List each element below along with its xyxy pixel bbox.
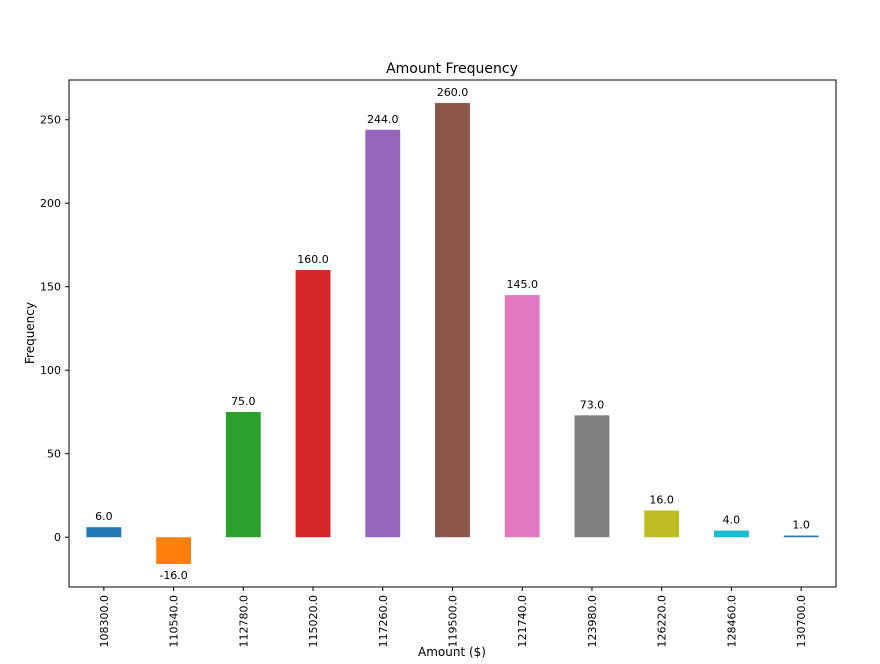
- plot-frame: [68, 79, 837, 588]
- y-tick-label: 100: [40, 364, 61, 377]
- x-tick-label: 123980.0: [586, 595, 599, 648]
- data-label: 260.0: [437, 86, 469, 99]
- y-tick-label: 150: [40, 281, 61, 294]
- data-label: 145.0: [506, 278, 538, 291]
- y-tick-label: 250: [40, 114, 61, 127]
- data-label: 73.0: [580, 398, 605, 411]
- bar: [156, 537, 192, 564]
- bar: [644, 510, 680, 538]
- data-label: 244.0: [367, 113, 399, 126]
- bar: [295, 270, 331, 538]
- x-tick-label: 130700.0: [795, 595, 808, 648]
- data-label: 6.0: [95, 510, 113, 523]
- data-label: 1.0: [792, 519, 810, 532]
- y-tick-label: 200: [40, 197, 61, 210]
- x-tick-label: 128460.0: [725, 595, 738, 648]
- data-label: 4.0: [723, 514, 741, 527]
- data-label: 16.0: [649, 494, 674, 507]
- y-axis-label: Frequency: [23, 302, 37, 364]
- x-tick-label: 121740.0: [516, 595, 529, 648]
- bar: [504, 295, 540, 538]
- bar: [713, 530, 749, 538]
- bar: [574, 415, 610, 538]
- x-axis-label: Amount ($): [418, 645, 486, 659]
- x-tick-label: 108300.0: [98, 595, 111, 648]
- x-tick-label: 119500.0: [447, 595, 460, 648]
- chart-title: Amount Frequency: [386, 61, 518, 77]
- bar: [365, 129, 401, 538]
- x-tick-label: 112780.0: [237, 595, 250, 648]
- bar: [783, 535, 819, 538]
- x-tick-label: 115020.0: [307, 595, 320, 648]
- y-tick-label: 0: [54, 531, 61, 544]
- x-tick-label: 110540.0: [168, 595, 181, 648]
- y-tick-label: 50: [47, 448, 61, 461]
- x-tick-label: 117260.0: [377, 595, 390, 648]
- bar: [86, 527, 122, 538]
- data-label: 75.0: [231, 395, 256, 408]
- data-label: 160.0: [297, 253, 329, 266]
- x-tick-label: 126220.0: [656, 595, 669, 648]
- data-label: -16.0: [159, 569, 187, 582]
- bar: [435, 103, 470, 538]
- bar: [225, 411, 261, 538]
